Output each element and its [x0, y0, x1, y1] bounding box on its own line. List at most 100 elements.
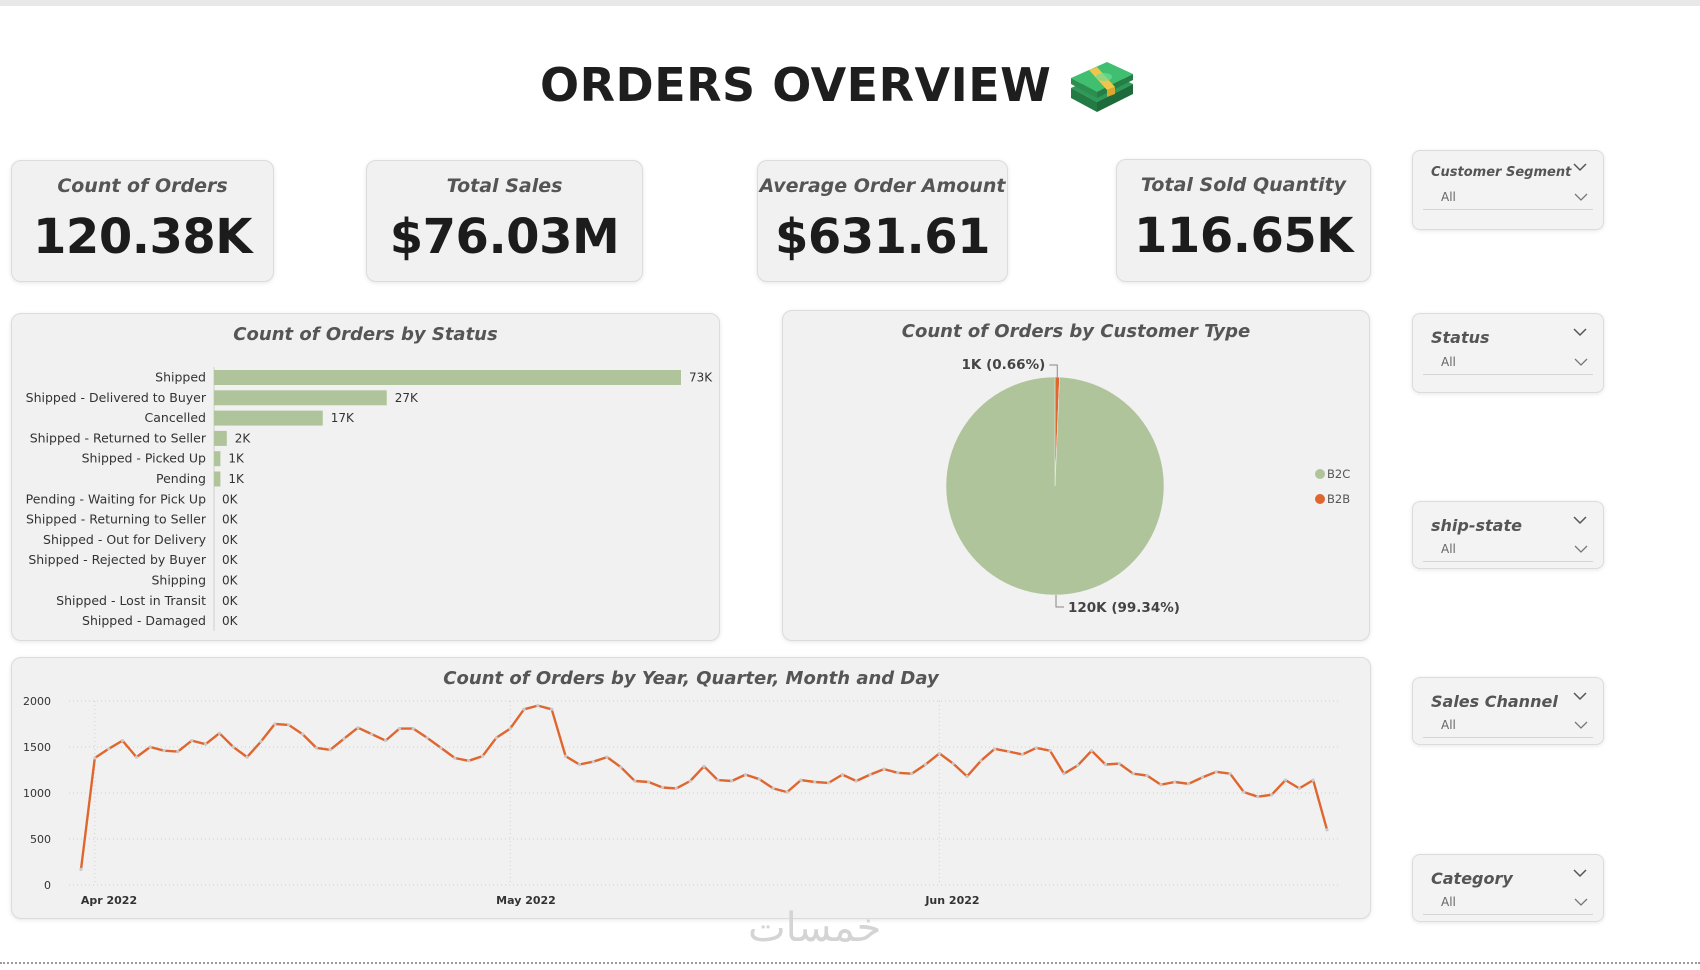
- chart-title: Count of Orders by Status: [233, 324, 498, 345]
- bar-data-label: 0K: [222, 513, 239, 527]
- dashboard-title: ORDERS OVERVIEW: [540, 50, 1137, 120]
- kpi-card-average-order-amount: Average Order Amount $631.61: [757, 160, 1008, 282]
- bar-category-label: Shipped - Picked Up: [82, 451, 206, 466]
- kpi-value: 120.38K: [33, 209, 252, 265]
- chevron-down-icon[interactable]: [1574, 898, 1588, 907]
- line-data-point: [536, 704, 540, 708]
- chevron-down-icon[interactable]: [1573, 163, 1587, 172]
- line-data-point: [342, 737, 346, 741]
- status-bar: [214, 471, 221, 487]
- slicer-dropdown[interactable]: All: [1423, 185, 1593, 210]
- legend-label: B2B: [1327, 492, 1350, 506]
- bar-category-label: Shipped - Lost in Transit: [56, 593, 206, 608]
- slicer-sales-channel[interactable]: Sales Channel All: [1412, 677, 1604, 745]
- chevron-down-icon[interactable]: [1573, 869, 1587, 878]
- pie-leader-line: [1049, 364, 1058, 378]
- line-data-point: [910, 772, 914, 776]
- line-data-point: [923, 762, 928, 767]
- status-bar-chart: Shipped 73K Shipped - Delivered to Buyer 27…: [26, 367, 713, 631]
- line-data-point: [439, 746, 443, 750]
- slicer-customer-segment[interactable]: Customer Segment All: [1412, 150, 1604, 230]
- status-bar: [214, 370, 681, 385]
- line-data-point: [245, 755, 249, 759]
- x-tick-label: May 2022: [496, 894, 556, 907]
- bar-data-label: 1K: [228, 472, 245, 486]
- page-title: ORDERS OVERVIEW: [540, 58, 1052, 112]
- bar-data-label: 2K: [235, 431, 252, 445]
- line-data-point: [1131, 772, 1135, 776]
- bar-category-label: Shipped - Delivered to Buyer: [26, 390, 207, 405]
- money-stack-icon: [1071, 62, 1134, 112]
- legend-marker-b2b: [1315, 494, 1325, 504]
- line-data-point: [633, 779, 637, 783]
- line-data-point: [467, 759, 471, 763]
- line-data-point: [1048, 749, 1052, 753]
- line-data-point: [287, 723, 291, 727]
- y-tick-label: 1000: [23, 787, 51, 800]
- chevron-down-icon[interactable]: [1574, 545, 1588, 554]
- kpi-label: Total Sold Quantity: [1140, 174, 1347, 196]
- line-data-point: [508, 727, 512, 731]
- line-data-point: [411, 727, 415, 731]
- orders-line-chart: 0 500 1000 1500 2000 Apr 2022 May 2022 Jun 2022: [23, 695, 1339, 907]
- slicer-category[interactable]: Category All: [1412, 854, 1604, 922]
- kpi-card-total-sales: Total Sales $76.03M: [366, 160, 643, 282]
- line-data-point: [771, 786, 775, 790]
- bar-data-label: 17K: [331, 411, 355, 425]
- chevron-down-icon[interactable]: [1573, 516, 1587, 525]
- bar-data-label: 73K: [689, 371, 713, 385]
- line-data-point: [979, 759, 983, 763]
- line-data-point: [259, 739, 263, 744]
- chart-title: Count of Orders by Customer Type: [901, 321, 1251, 342]
- line-data-point: [757, 777, 761, 781]
- bar-data-label: 1K: [228, 452, 245, 466]
- status-bar: [214, 390, 387, 406]
- slicer-dropdown[interactable]: All: [1423, 350, 1593, 375]
- slicer-title: Customer Segment: [1431, 165, 1572, 180]
- line-data-point: [937, 751, 941, 756]
- line-data-point: [1076, 763, 1080, 767]
- bar-category-label: Shipped - Rejected by Buyer: [28, 552, 207, 567]
- line-data-point: [148, 745, 152, 749]
- slicer-dropdown[interactable]: All: [1423, 890, 1593, 915]
- line-data-point: [799, 778, 803, 782]
- line-data-point: [1242, 790, 1246, 794]
- bar-category-label: Shipped: [155, 370, 206, 385]
- slicer-dropdown[interactable]: All: [1423, 713, 1593, 738]
- pie-data-label: 120K (99.34%): [1068, 600, 1180, 616]
- line-data-point: [827, 781, 831, 785]
- slicer-status[interactable]: Status All: [1412, 313, 1604, 393]
- line-data-point: [453, 756, 457, 760]
- line-data-point: [273, 722, 277, 726]
- customer-type-pie-chart: 1K (0.66%) 120K (99.34%) B2C B2B: [945, 357, 1350, 616]
- line-data-point: [868, 773, 872, 777]
- bar-data-label: 0K: [222, 553, 239, 567]
- line-data-point: [854, 779, 858, 783]
- kpi-value: $631.61: [774, 209, 991, 265]
- chevron-down-icon[interactable]: [1573, 328, 1587, 337]
- status-bar-chart-panel: Count of Orders by Status Shipped 73K Ship…: [11, 313, 720, 641]
- chevron-down-icon[interactable]: [1574, 358, 1588, 367]
- line-data-point: [314, 746, 318, 750]
- chevron-down-icon[interactable]: [1574, 193, 1588, 202]
- line-data-point: [231, 745, 235, 749]
- y-tick-label: 500: [30, 833, 51, 846]
- line-data-point: [1034, 746, 1038, 750]
- line-data-point: [896, 771, 900, 775]
- line-data-point: [993, 747, 997, 751]
- bottom-border: [0, 962, 1700, 964]
- line-data-point: [397, 727, 402, 731]
- line-data-point: [1062, 772, 1066, 776]
- chevron-down-icon[interactable]: [1573, 692, 1587, 701]
- line-data-point: [550, 707, 554, 711]
- orders-timeline-panel: Count of Orders by Year, Quarter, Month …: [11, 657, 1371, 919]
- line-data-point: [619, 765, 623, 769]
- status-bar: [214, 410, 323, 426]
- line-data-point: [1103, 762, 1108, 767]
- kpi-value: $76.03M: [389, 209, 620, 265]
- chevron-down-icon[interactable]: [1574, 721, 1588, 730]
- slicer-dropdown[interactable]: All: [1423, 537, 1593, 562]
- slicer-value: All: [1441, 190, 1456, 204]
- slicer-ship-state[interactable]: ship-state All: [1412, 501, 1604, 569]
- bar-category-label: Cancelled: [145, 410, 206, 425]
